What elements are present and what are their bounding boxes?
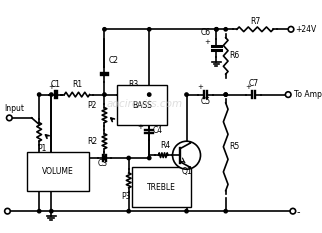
Circle shape: [103, 93, 106, 96]
Text: C6: C6: [201, 28, 211, 37]
Circle shape: [224, 93, 227, 96]
Text: P2: P2: [88, 101, 97, 110]
Circle shape: [215, 28, 218, 31]
Circle shape: [127, 209, 130, 213]
Text: +: +: [246, 84, 251, 90]
Circle shape: [224, 93, 227, 96]
Text: R2: R2: [87, 137, 97, 146]
Circle shape: [173, 141, 201, 169]
Circle shape: [290, 208, 296, 214]
Text: R5: R5: [230, 142, 240, 151]
Text: adcircuits.com: adcircuits.com: [107, 99, 183, 109]
Text: R3: R3: [128, 80, 138, 89]
Circle shape: [5, 208, 10, 214]
Text: BASS: BASS: [132, 101, 152, 110]
Circle shape: [37, 209, 41, 213]
Text: Input: Input: [5, 104, 25, 113]
Text: C5: C5: [200, 97, 210, 106]
Circle shape: [37, 93, 41, 96]
Text: R7: R7: [250, 17, 260, 26]
Text: +: +: [204, 39, 210, 45]
Text: C1: C1: [51, 80, 61, 89]
Text: P1: P1: [37, 144, 47, 153]
Circle shape: [103, 28, 106, 31]
Circle shape: [127, 156, 130, 160]
Text: VOLUME: VOLUME: [42, 167, 74, 176]
Text: C3: C3: [98, 159, 108, 168]
Text: TREBLE: TREBLE: [147, 183, 176, 192]
Text: R4: R4: [160, 141, 170, 150]
Circle shape: [185, 93, 188, 96]
Text: C4: C4: [153, 126, 163, 134]
Text: R6: R6: [230, 51, 240, 60]
Circle shape: [50, 93, 53, 96]
Text: To Amp: To Amp: [294, 90, 322, 99]
Circle shape: [50, 209, 53, 213]
Text: R1: R1: [72, 80, 82, 89]
Circle shape: [288, 27, 294, 32]
Text: P3: P3: [121, 192, 131, 201]
Circle shape: [6, 115, 12, 121]
Circle shape: [147, 156, 151, 160]
Text: C7: C7: [249, 79, 259, 88]
Text: C2: C2: [109, 56, 119, 65]
Circle shape: [285, 92, 291, 97]
Circle shape: [147, 28, 151, 31]
Text: Q1: Q1: [181, 167, 192, 176]
Text: +: +: [197, 84, 203, 90]
Text: -: -: [297, 207, 300, 217]
Text: +: +: [137, 123, 143, 130]
Circle shape: [224, 209, 227, 213]
Circle shape: [147, 93, 151, 96]
Circle shape: [224, 28, 227, 31]
Text: +24V: +24V: [295, 25, 316, 34]
Circle shape: [103, 156, 106, 160]
Circle shape: [185, 209, 188, 213]
Text: +: +: [48, 84, 54, 90]
Circle shape: [215, 28, 218, 31]
